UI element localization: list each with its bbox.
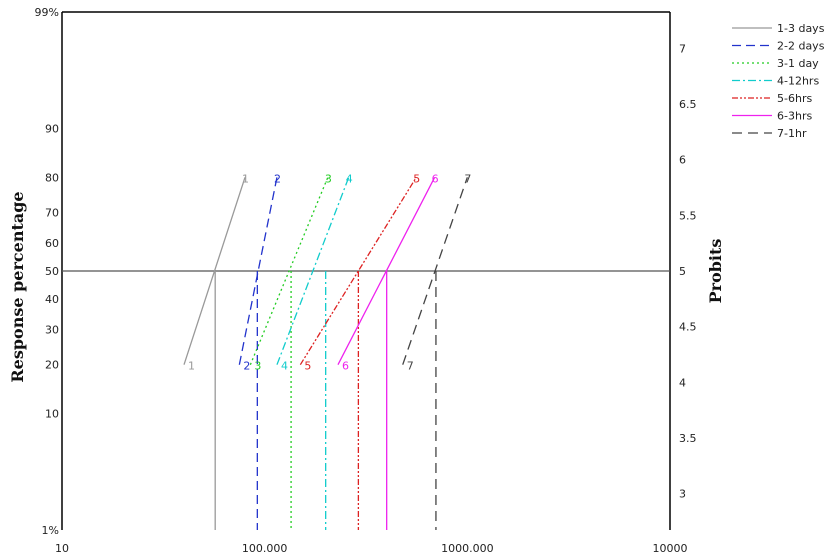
y-right-tick-label: 5 <box>679 265 686 278</box>
y-right-tick-label: 4.5 <box>679 321 697 334</box>
x-tick-label: 1000.000 <box>441 542 494 555</box>
series-label-low-5: 5 <box>304 360 311 373</box>
series-label-low-3: 3 <box>254 360 261 373</box>
y-right-tick-label: 4 <box>679 376 686 389</box>
legend-label-2: 2-2 days <box>777 40 825 53</box>
y-axis-label-left: Response percentage <box>8 191 27 382</box>
y-right-tick-label: 6.5 <box>679 98 697 111</box>
series-line-3 <box>249 177 329 365</box>
series-line-7 <box>402 177 468 365</box>
y-left-tick-label: 90 <box>45 122 59 135</box>
y-left-tick-label: 30 <box>45 323 59 336</box>
series-label-high-1: 1 <box>242 172 249 185</box>
series-lines <box>183 176 468 366</box>
y-left-tick-label: 20 <box>45 359 59 372</box>
series-label-high-4: 4 <box>346 172 353 185</box>
y-left-tick-label: 50 <box>45 265 59 278</box>
series-line-6 <box>337 177 436 365</box>
series-label-low-4: 4 <box>281 360 288 373</box>
x-tick-label: 100.000 <box>242 542 288 555</box>
y-left-tick-label: 60 <box>45 237 59 250</box>
legend-label-6: 6-3hrs <box>777 110 812 123</box>
series-label-high-2: 2 <box>274 172 281 185</box>
y-left-tick-label: 80 <box>45 171 59 184</box>
y-left-tick-label: 40 <box>45 293 59 306</box>
y-right-tick-label: 7 <box>679 42 686 55</box>
y-left-axis-ticks: 1% 10 20 30 40 50 60 70 80 90 99% <box>35 6 59 537</box>
series-label-high-3: 3 <box>325 172 332 185</box>
y-left-tick-label: 99% <box>35 6 59 19</box>
y-right-tick-label: 3.5 <box>679 432 697 445</box>
legend: 1-3 days 2-2 days 3-1 day 4-12hrs 5-6hrs 6-3h… <box>732 22 825 140</box>
x-axis-ticks: 10 100.000 1000.000 10000 <box>55 542 688 555</box>
drop-lines <box>214 271 437 530</box>
legend-label-5: 5-6hrs <box>777 92 812 105</box>
series-label-high-6: 6 <box>432 172 439 185</box>
legend-label-1: 1-3 days <box>777 22 825 35</box>
y-left-tick-label: 10 <box>45 408 59 421</box>
y-right-axis-ticks: 3 3.5 4 4.5 5 5.5 6 6.5 7 <box>679 42 697 500</box>
x-tick-label: 10 <box>55 542 69 555</box>
series-label-low-6: 6 <box>342 360 349 373</box>
legend-label-3: 3-1 day <box>777 57 819 70</box>
y-axis-label-right: Probits <box>706 239 725 304</box>
y-left-tick-label: 1% <box>42 524 59 537</box>
y-left-tick-label: 70 <box>45 207 59 220</box>
series-line-5 <box>299 176 417 366</box>
series-label-low-1: 1 <box>188 360 195 373</box>
series-line-2 <box>238 177 278 365</box>
series-line-4 <box>276 177 350 365</box>
series-label-low-2: 2 <box>243 360 250 373</box>
x-tick-label: 10000 <box>653 542 688 555</box>
series-label-high-5: 5 <box>413 172 420 185</box>
series-label-low-7: 7 <box>407 360 414 373</box>
legend-label-4: 4-12hrs <box>777 75 819 88</box>
y-right-tick-label: 3 <box>679 488 686 501</box>
series-line-1 <box>183 177 246 365</box>
y-right-tick-label: 6 <box>679 154 686 167</box>
y-right-tick-label: 5.5 <box>679 209 697 222</box>
series-label-high-7: 7 <box>464 172 471 185</box>
legend-label-7: 7-1hr <box>777 127 807 140</box>
